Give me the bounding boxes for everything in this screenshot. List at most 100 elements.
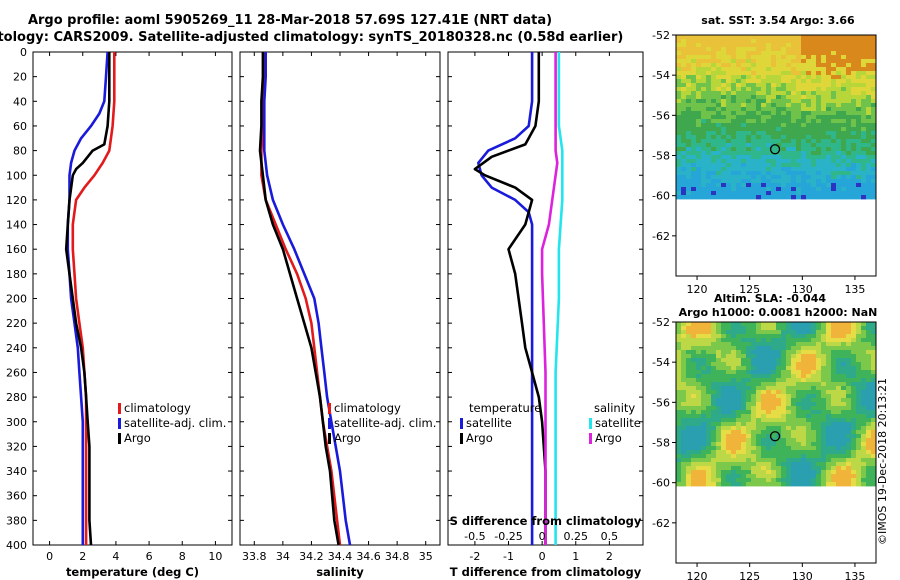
secondary-x-tick-label: 0 <box>539 530 546 543</box>
legend-swatch <box>118 433 121 444</box>
x-tick-label: 33.8 <box>242 550 267 563</box>
y-tick-label: -54 <box>652 69 670 82</box>
x-tick-label: 4 <box>112 550 119 563</box>
x-tick-label: 8 <box>179 550 186 563</box>
y-tick-label: 320 <box>6 440 27 453</box>
y-tick-label: 100 <box>6 169 27 182</box>
secondary-x-tick-label: 0.25 <box>564 530 589 543</box>
x-tick-label: 1 <box>572 550 579 563</box>
y-tick-label: 80 <box>13 145 27 158</box>
y-tick-label: -52 <box>652 29 670 42</box>
y-tick-label: 160 <box>6 243 27 256</box>
y-tick-label: 400 <box>6 539 27 552</box>
y-tick-label: 180 <box>6 268 27 281</box>
legend-label: satellite-adj. clim. <box>334 416 436 430</box>
x-tick-label: 120 <box>687 283 708 296</box>
x-tick-label: 135 <box>844 570 865 580</box>
legend-swatch <box>328 403 331 414</box>
figure-title-line2: Climatology: CARS2009. Satellite-adjuste… <box>0 30 623 45</box>
y-tick-label: 360 <box>6 490 27 503</box>
x-tick-label: 35 <box>419 550 433 563</box>
series-argo <box>258 52 340 546</box>
x-tick-label: -1 <box>503 550 514 563</box>
y-tick-label: 0 <box>20 46 27 59</box>
y-tick-label: 140 <box>6 219 27 232</box>
argo-location-marker <box>769 431 781 442</box>
x-tick-label: 34.2 <box>299 550 324 563</box>
sla-map-title: Altim. SLA: -0.044 <box>714 292 826 305</box>
series-temperature-satellite <box>476 52 534 545</box>
x-axis-label: salinity <box>316 565 364 579</box>
x-tick-label: 0 <box>46 550 53 563</box>
x-tick-label: 34.8 <box>385 550 410 563</box>
legend-salinity-title: salinity <box>594 401 635 415</box>
legend-swatch <box>589 418 592 429</box>
series-temperature-argo <box>473 52 547 545</box>
y-tick-label: -62 <box>652 517 670 530</box>
legend-swatch <box>328 433 331 444</box>
series-satellite-adj-clim- <box>262 52 352 546</box>
y-tick-label: 260 <box>6 366 27 379</box>
x-axis-label: temperature (deg C) <box>66 565 199 579</box>
legend-label: Argo <box>124 431 151 445</box>
x-tick-label: 34 <box>276 550 290 563</box>
y-tick-label: 340 <box>6 465 27 478</box>
legend-swatch <box>460 418 463 429</box>
y-tick-label: -52 <box>652 316 670 329</box>
legend-label: satellite <box>466 416 512 430</box>
series-salinity-argo <box>540 52 559 545</box>
legend-label: satellite <box>595 416 641 430</box>
y-tick-label: -56 <box>652 396 670 409</box>
y-tick-label: 20 <box>13 71 27 84</box>
y-tick-label: -60 <box>652 190 670 203</box>
legend-swatch <box>460 433 463 444</box>
x-axis-label: T difference from climatology <box>450 565 642 579</box>
plot-frame <box>32 51 233 546</box>
x-tick-label: 2 <box>606 550 613 563</box>
y-tick-label: -58 <box>652 150 670 163</box>
argo-location-marker <box>769 144 781 155</box>
salinity-panel: 33.8 34 34.2 34.4 34.6 34.8 35 salinity climatol… <box>239 51 441 579</box>
secondary-x-tick-label: -0.5 <box>464 530 485 543</box>
secondary-x-axis-label: S difference from climatology <box>450 514 642 528</box>
sla-map-subtitle: Argo h1000: 0.0081 h2000: NaN <box>679 306 878 319</box>
x-tick-label: -2 <box>469 550 480 563</box>
sla-map-panel: -52 -54 -56 -58 -60 -62 120 125 130 135 Altim. SLA… <box>652 292 877 580</box>
difference-panel: -2 -1 0 1 2 T difference from climatology S di… <box>447 51 644 579</box>
x-tick-label: 6 <box>146 550 153 563</box>
y-tick-label: -62 <box>652 230 670 243</box>
legend-swatch <box>328 418 331 429</box>
y-tick-label: 200 <box>6 293 27 306</box>
sst-map-panel: -52 -54 -56 -58 -60 -62 120 125 130 135 sat. SST: … <box>652 14 877 296</box>
x-tick-label: 130 <box>792 570 813 580</box>
x-tick-label: 34.4 <box>328 550 353 563</box>
x-tick-label: 125 <box>739 570 760 580</box>
legend-temperature-title: temperature <box>469 401 541 415</box>
series-salinity-satellite <box>554 52 564 545</box>
x-tick-label: 2 <box>79 550 86 563</box>
y-tick-label: 120 <box>6 194 27 207</box>
y-tick-label: 380 <box>6 514 27 527</box>
y-tick-label: 240 <box>6 342 27 355</box>
figure-title-line1: Argo profile: aoml 5905269_11 28-Mar-201… <box>28 13 552 28</box>
legend-swatch <box>589 433 592 444</box>
y-tick-label: 280 <box>6 391 27 404</box>
legend-label: satellite-adj. clim. <box>124 416 226 430</box>
x-tick-label: 135 <box>844 283 865 296</box>
legend-label: climatology <box>124 401 191 415</box>
map-colour-field <box>676 35 877 200</box>
legend-swatch <box>118 403 121 414</box>
secondary-x-tick-label: -0.25 <box>494 530 522 543</box>
x-tick-label: 0 <box>539 550 546 563</box>
y-tick-label: 60 <box>13 120 27 133</box>
series-argo <box>64 52 111 546</box>
y-tick-label: 40 <box>13 95 27 108</box>
legend-label: Argo <box>334 431 361 445</box>
y-tick-label: 220 <box>6 317 27 330</box>
legend-label: Argo <box>466 431 493 445</box>
legend-swatch <box>118 418 121 429</box>
imos-credit: ©IMOS 19-Dec-2018 20:13:21 <box>876 378 889 545</box>
x-tick-label: 34.6 <box>356 550 381 563</box>
x-tick-label: 130 <box>792 283 813 296</box>
